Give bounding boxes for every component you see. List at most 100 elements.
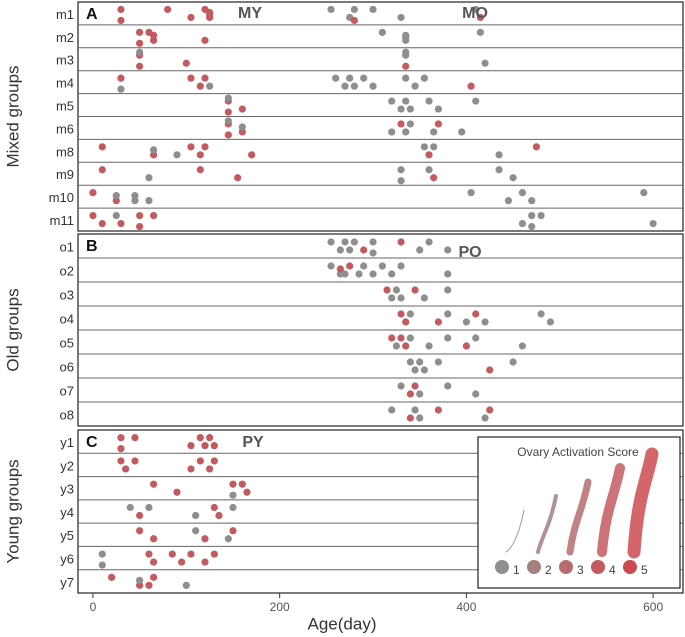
data-point	[98, 143, 106, 151]
data-point	[136, 581, 144, 589]
data-point	[145, 174, 153, 182]
ovary-icon	[505, 509, 525, 553]
data-point	[397, 120, 405, 128]
data-point	[136, 211, 144, 220]
legend-label: 4	[609, 563, 616, 577]
row-label: o6	[60, 359, 74, 374]
data-point	[444, 270, 452, 278]
data-point	[136, 28, 144, 36]
data-point	[164, 5, 172, 14]
data-point	[411, 82, 419, 90]
data-point	[210, 550, 218, 558]
data-point	[444, 382, 452, 390]
data-point	[173, 151, 181, 159]
data-point	[402, 128, 410, 136]
data-point	[518, 189, 527, 197]
data-point	[430, 143, 438, 151]
data-point	[187, 550, 195, 558]
panel-letter: B	[86, 238, 98, 255]
data-point	[145, 581, 153, 589]
data-point	[196, 151, 204, 159]
data-point	[462, 318, 470, 326]
data-point	[504, 197, 513, 205]
data-point	[406, 334, 414, 342]
row-label: y4	[60, 505, 74, 520]
data-point	[350, 5, 358, 14]
data-point	[98, 561, 106, 569]
data-point	[150, 573, 158, 581]
row-label: m10	[49, 190, 74, 205]
data-point	[528, 222, 536, 231]
row-label: o2	[60, 263, 74, 278]
data-point	[150, 31, 158, 39]
data-point	[369, 238, 377, 246]
data-point	[444, 246, 452, 254]
data-point	[388, 128, 396, 136]
data-point	[509, 174, 517, 182]
data-point	[434, 318, 442, 326]
data-point	[537, 211, 545, 220]
data-point	[112, 211, 120, 220]
data-point	[201, 535, 209, 543]
row-label: m1	[56, 7, 74, 22]
ovary-icon	[597, 463, 625, 557]
data-point	[378, 262, 386, 270]
data-point	[215, 511, 223, 520]
data-point	[150, 558, 158, 566]
data-point	[224, 108, 232, 116]
data-point	[131, 197, 139, 205]
data-point	[425, 238, 433, 246]
data-point	[397, 177, 405, 185]
data-point	[388, 334, 396, 342]
x-axis-title: Age(day)	[308, 614, 377, 633]
data-point	[640, 189, 648, 197]
x-tick-label: 600	[643, 600, 663, 614]
data-point	[397, 166, 405, 174]
data-point	[537, 310, 545, 318]
ovary-icon	[536, 494, 558, 554]
data-point	[98, 219, 106, 228]
data-point	[196, 457, 204, 465]
data-point	[117, 74, 125, 82]
data-point	[201, 442, 209, 450]
data-point	[206, 465, 214, 473]
data-point	[416, 246, 424, 254]
group-annotation: MY	[238, 5, 262, 22]
data-point	[416, 414, 424, 422]
data-point	[411, 286, 419, 294]
data-point	[341, 82, 349, 90]
data-point	[117, 434, 125, 442]
data-point	[476, 13, 484, 22]
data-point	[327, 5, 335, 14]
data-point	[206, 82, 214, 90]
data-point	[187, 74, 195, 82]
data-point	[532, 143, 541, 151]
data-point	[425, 151, 433, 159]
data-point	[238, 128, 246, 136]
data-point	[182, 581, 190, 589]
row-label: y3	[60, 482, 74, 497]
data-point	[350, 238, 358, 246]
data-point	[150, 36, 158, 44]
data-point	[234, 174, 242, 182]
data-point	[458, 128, 466, 136]
data-point	[472, 390, 480, 398]
legend: Ovary Activation Score 1 2 3 4 5	[477, 436, 681, 589]
data-point	[392, 342, 400, 350]
data-point	[224, 535, 232, 543]
data-point	[430, 128, 438, 136]
data-point	[518, 342, 527, 350]
data-point	[187, 465, 195, 473]
data-point	[355, 270, 363, 278]
row-label: y5	[60, 528, 74, 543]
group-annotation: PO	[458, 244, 481, 261]
data-point	[397, 13, 405, 22]
data-point	[397, 294, 405, 302]
data-point	[168, 550, 176, 558]
data-point	[243, 488, 251, 496]
data-point	[425, 342, 433, 350]
data-point	[150, 151, 158, 159]
legend-label: 1	[513, 563, 520, 577]
data-point	[210, 503, 218, 512]
